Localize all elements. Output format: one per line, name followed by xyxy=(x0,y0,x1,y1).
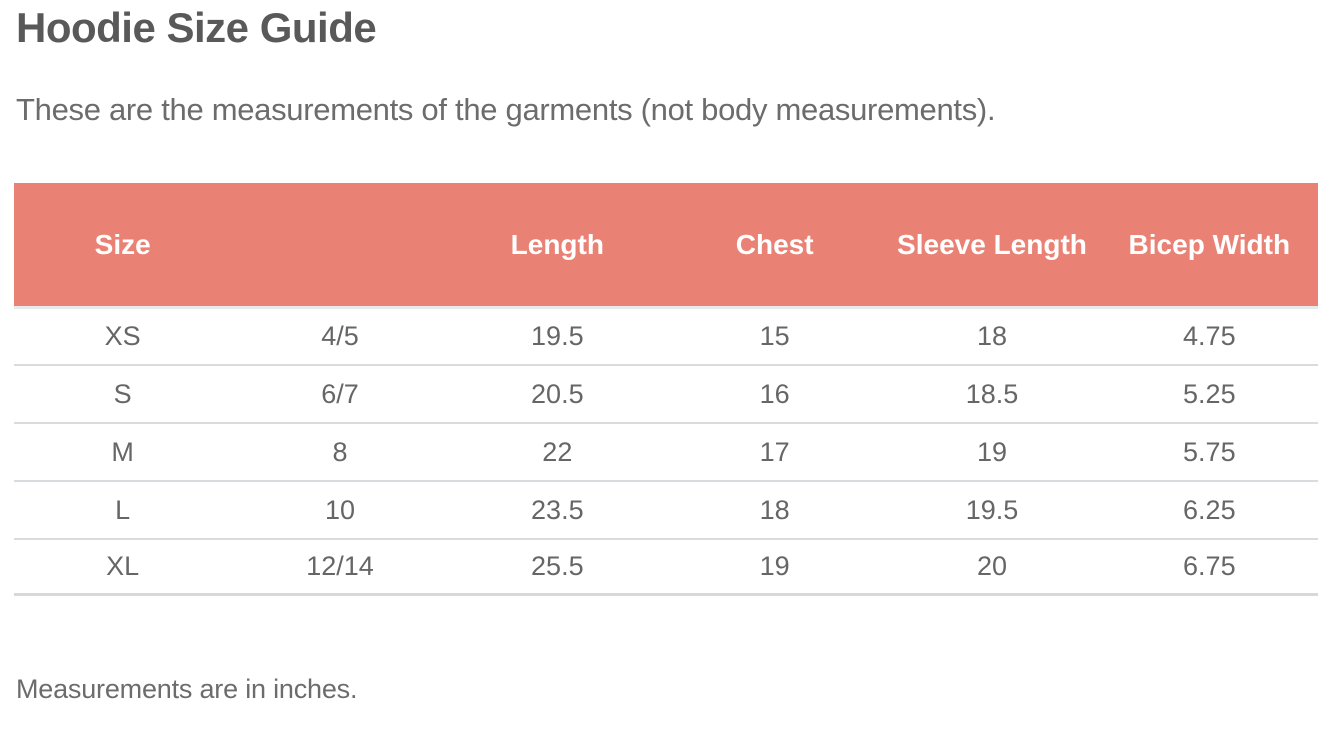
table-row: L 10 23.5 18 19.5 6.25 xyxy=(14,480,1318,538)
table-row: XS 4/5 19.5 15 18 4.75 xyxy=(14,306,1318,364)
table-row: XL 12/14 25.5 19 20 6.75 xyxy=(14,538,1318,596)
table-row: S 6/7 20.5 16 18.5 5.25 xyxy=(14,364,1318,422)
table-cell: 17 xyxy=(665,422,884,480)
table-cell: S xyxy=(14,364,232,422)
table-cell: 18 xyxy=(665,480,884,538)
column-header xyxy=(231,183,449,306)
table-cell: 4.75 xyxy=(1100,306,1318,364)
table-cell: 4/5 xyxy=(231,306,449,364)
table-cell: 8 xyxy=(231,422,449,480)
table-cell: 23.5 xyxy=(448,480,666,538)
column-header: Length xyxy=(448,183,666,306)
table-cell: 6/7 xyxy=(231,364,449,422)
column-header: Chest xyxy=(665,183,884,306)
table-cell: 25.5 xyxy=(448,538,666,596)
table-cell: 10 xyxy=(231,480,449,538)
table-header-row: Size Length Chest Sleeve Length Bicep Width xyxy=(14,183,1318,306)
table-cell: 20 xyxy=(883,538,1101,596)
table-cell: 19.5 xyxy=(883,480,1101,538)
table-header: Size Length Chest Sleeve Length Bicep Width xyxy=(14,183,1318,306)
table-cell: 19 xyxy=(665,538,884,596)
table-cell: 20.5 xyxy=(448,364,666,422)
table-cell: 15 xyxy=(665,306,884,364)
table-cell: 6.25 xyxy=(1100,480,1318,538)
table-cell: 5.75 xyxy=(1100,422,1318,480)
table-cell: 5.25 xyxy=(1100,364,1318,422)
column-header: Size xyxy=(14,183,232,306)
table-cell: XL xyxy=(14,538,232,596)
table-cell: 18.5 xyxy=(883,364,1101,422)
table-row: M 8 22 17 19 5.75 xyxy=(14,422,1318,480)
column-header: Bicep Width xyxy=(1100,183,1318,306)
units-note: Measurements are in inches. xyxy=(16,674,358,704)
table-cell: XS xyxy=(14,306,232,364)
table-cell: 6.75 xyxy=(1100,538,1318,596)
table-cell: 12/14 xyxy=(231,538,449,596)
table-cell: 22 xyxy=(448,422,666,480)
size-guide-table: Size Length Chest Sleeve Length Bicep Width … xyxy=(14,183,1318,596)
table-cell: 19 xyxy=(883,422,1101,480)
table-cell: 16 xyxy=(665,364,884,422)
column-header: Sleeve Length xyxy=(883,183,1101,306)
page-title: Hoodie Size Guide xyxy=(16,4,377,51)
table-cell: 19.5 xyxy=(448,306,666,364)
table-cell: 18 xyxy=(883,306,1101,364)
table-cell: L xyxy=(14,480,232,538)
page-subtitle: These are the measurements of the garmen… xyxy=(16,92,996,127)
table-body: XS 4/5 19.5 15 18 4.75 S 6/7 20.5 16 18.5 5.25 M 8 22 1… xyxy=(14,306,1318,596)
table-cell: M xyxy=(14,422,232,480)
